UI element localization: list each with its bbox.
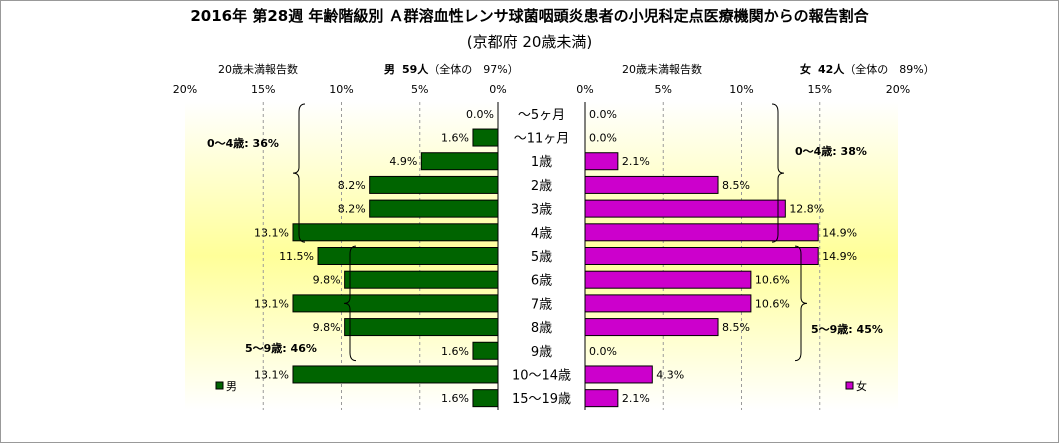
female-data-label: 8.5%	[722, 321, 750, 334]
age-category-label: 8歳	[531, 321, 552, 336]
female-data-label: 0.0%	[589, 345, 617, 358]
male-data-label: 11.5%	[279, 250, 314, 263]
male-data-label: 4.9%	[389, 155, 417, 168]
male-bar	[420, 152, 499, 171]
female-data-label: 2.1%	[622, 155, 650, 168]
female-legend-swatch	[845, 381, 854, 390]
male-data-label: 13.1%	[254, 226, 289, 239]
male-tick-label: 15%	[251, 83, 275, 96]
female-bar	[584, 294, 752, 313]
male-legend-label: 男	[226, 380, 237, 393]
female-5-9-annotation: 5～9歳: 45%	[811, 322, 883, 336]
male-data-label: 1.6%	[441, 132, 469, 145]
female-tick-label: 5%	[655, 83, 672, 96]
age-category-label: 5歳	[531, 250, 552, 265]
female-data-label: 2.1%	[622, 392, 650, 405]
age-category-label: 6歳	[531, 274, 552, 289]
female-bar	[584, 175, 719, 194]
female-header-count: 女 42人（全体の 89%）	[800, 61, 935, 77]
male-0-4-annotation: 0～4歳: 36%	[207, 136, 279, 150]
male-header-label: 20歳未満報告数	[218, 63, 298, 76]
female-bar	[584, 199, 786, 218]
female-0-4-bracket	[771, 103, 785, 243]
female-data-label: 14.9%	[822, 250, 857, 263]
age-category-label: 4歳	[531, 226, 552, 241]
male-0-4-bracket	[292, 103, 306, 243]
male-header-number: 59人	[402, 63, 429, 76]
male-tick-label: 20%	[173, 83, 197, 96]
male-bar	[292, 223, 499, 242]
male-bar	[344, 270, 499, 289]
female-tick-label: 0%	[576, 83, 593, 96]
female-legend-label: 女	[856, 379, 867, 393]
male-data-label: 8.2%	[338, 179, 366, 192]
female-5-9-bracket	[794, 245, 808, 362]
male-data-label: 1.6%	[441, 392, 469, 405]
female-data-label: 14.9%	[822, 226, 857, 239]
female-bar	[584, 270, 752, 289]
female-bar	[584, 389, 619, 408]
female-data-label: 10.6%	[755, 297, 790, 310]
male-bar	[472, 128, 499, 147]
age-category-label: 2歳	[531, 179, 552, 194]
female-header-label: 20歳未満報告数	[622, 63, 702, 76]
age-category-label: 15～19歳	[512, 392, 571, 407]
male-data-label: 0.0%	[466, 108, 494, 121]
female-header-ratio: （全体の 89%）	[844, 63, 935, 76]
male-bar	[292, 294, 499, 313]
female-0-4-annotation: 0～4歳: 38%	[795, 144, 867, 158]
female-tick-label: 15%	[808, 83, 832, 96]
age-category-label: 7歳	[531, 297, 552, 312]
male-bar	[472, 389, 499, 408]
age-category-label: ～5ヶ月	[518, 108, 565, 123]
female-header-number: 42人	[818, 63, 845, 76]
female-bar	[584, 365, 653, 384]
female-data-label: 0.0%	[589, 108, 617, 121]
male-header-count: 男 59人（全体の 97%）	[384, 61, 519, 77]
male-5-9-bracket	[343, 245, 357, 362]
male-bar	[369, 175, 499, 194]
female-data-label: 0.0%	[589, 132, 617, 145]
chart-title: 2016年 第28週 年齢階級別 Ａ群溶血性レンサ球菌咽頭炎患者の小児科定点医療…	[190, 7, 869, 25]
age-category-label: ～11ヶ月	[514, 132, 570, 147]
female-header-sex: 女	[800, 63, 811, 76]
male-bar	[292, 365, 499, 384]
female-bar	[584, 318, 719, 337]
male-bar	[344, 318, 499, 337]
female-tick-label: 10%	[729, 83, 753, 96]
male-data-label: 1.6%	[441, 345, 469, 358]
male-tick-label: 5%	[411, 83, 428, 96]
age-category-label: 1歳	[531, 155, 552, 170]
age-category-label: 10～14歳	[512, 368, 571, 383]
male-bar	[472, 341, 499, 360]
male-header-ratio: （全体の 97%）	[428, 63, 519, 76]
female-data-label: 4.3%	[656, 368, 684, 381]
male-data-label: 13.1%	[254, 368, 289, 381]
male-legend-swatch	[215, 381, 224, 390]
female-data-label: 8.5%	[722, 179, 750, 192]
female-bar	[584, 223, 819, 242]
age-category-label: 9歳	[531, 345, 552, 360]
male-data-label: 13.1%	[254, 297, 289, 310]
male-data-label: 8.2%	[338, 203, 366, 216]
age-category-label: 3歳	[531, 203, 552, 218]
female-data-label: 12.8%	[789, 203, 824, 216]
female-data-label: 10.6%	[755, 274, 790, 287]
male-bar	[369, 199, 499, 218]
male-bar	[317, 247, 499, 265]
male-tick-label: 10%	[329, 83, 353, 96]
chart-subtitle: (京都府 20歳未満)	[466, 33, 593, 51]
male-data-label: 9.8%	[313, 321, 341, 334]
male-data-label: 9.8%	[313, 274, 341, 287]
female-tick-label: 20%	[886, 83, 910, 96]
male-header-sex: 男	[384, 63, 395, 76]
male-5-9-annotation: 5～9歳: 46%	[245, 341, 317, 355]
female-bar	[584, 152, 619, 171]
male-tick-label: 0%	[489, 83, 506, 96]
female-bar	[584, 247, 819, 265]
